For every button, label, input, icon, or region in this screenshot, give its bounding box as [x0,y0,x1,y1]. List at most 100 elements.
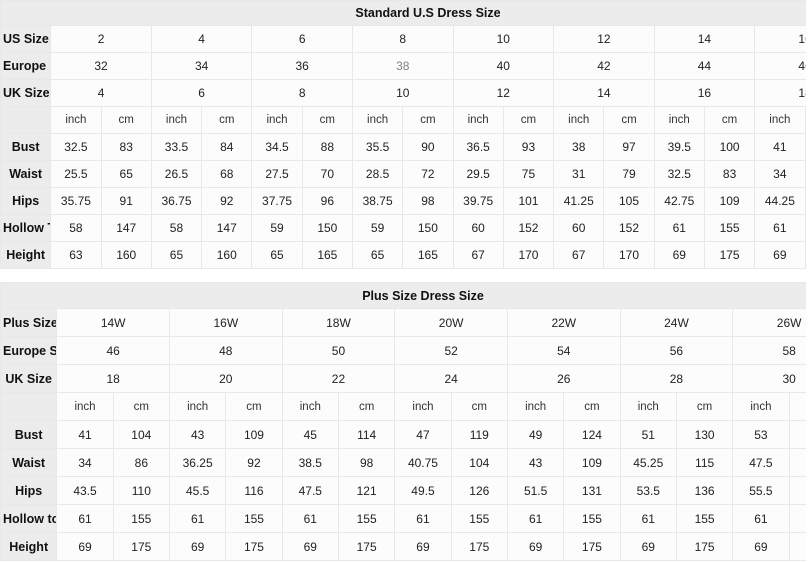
plus-row-label: Waist [1,449,57,476]
standard-measure-cm: 155 [704,215,755,241]
standard-table-body: Standard U.S Dress Size US Size 2 4 6 8 10 12 14… [1,1,811,268]
standard-measure-inch: 69 [755,242,805,268]
plus-measure-cm: 109 [564,449,620,476]
standard-measure-inch: 59 [352,215,403,241]
standard-unit-inch: inch [352,107,403,133]
standard-title: Standard U.S Dress Size [1,1,811,25]
plus-size-value: 28 [620,365,733,392]
plus-measure-cm: 119 [451,421,507,448]
plus-row-label: Plus Size(US) [1,309,57,336]
standard-measure-row: Height 63 160 65 160 65 165 65 165 67 170 67 170 69 17… [1,242,811,268]
standard-size-value: 38 [352,53,453,79]
standard-title-row: Standard U.S Dress Size [1,1,811,25]
standard-measure-inch: 36.75 [151,188,202,214]
standard-us-dress-size-table: Standard U.S Dress Size US Size 2 4 6 8 10 12 14… [0,0,811,269]
standard-unit-cm: cm [704,107,755,133]
plus-measure-cm: 115 [676,449,733,476]
standard-measure-inch: 65 [151,242,202,268]
plus-measure-inch: 41 [57,421,113,448]
plus-measure-cm: 98 [338,449,395,476]
plus-measure-cm: 131 [564,477,620,504]
plus-measure-inch: 61 [733,505,789,532]
standard-size-value: 8 [352,26,453,52]
plus-size-value: 56 [620,337,733,364]
standard-row-label: Height [1,242,51,268]
plus-title: Plus Size Dress Size [1,283,811,308]
plus-measure-cm: 155 [338,505,395,532]
plus-size-value: 24W [620,309,733,336]
right-edge-clip-mask [806,0,811,562]
standard-measure-cm: 152 [503,215,554,241]
plus-measure-inch: 47.5 [733,449,789,476]
standard-measure-cm: 147 [202,215,252,241]
plus-row-label: Bust [1,421,57,448]
plus-measure-inch: 69 [507,533,564,560]
plus-measure-inch: 45 [282,421,338,448]
standard-row-label: US Size [1,26,51,52]
standard-measure-row: Hollow To Hem581475814759150591506015260… [1,215,811,241]
standard-unit-inch: inch [453,107,503,133]
plus-measure-cm: 175 [451,533,507,560]
standard-measure-cm: 90 [403,134,453,160]
standard-size-value: 4 [51,80,151,106]
plus-size-value: 22 [282,365,395,392]
table-separator-gap [0,272,811,282]
standard-measure-inch: 27.5 [252,161,302,187]
plus-measure-inch: 38.5 [282,449,338,476]
plus-unit-cm: cm [564,393,620,420]
standard-measure-inch: 35.75 [51,188,101,214]
plus-measure-row: Hollow to Hem611556115561155611556115561… [1,505,811,532]
standard-size-value: 34 [151,53,252,79]
standard-measure-inch: 63 [51,242,101,268]
standard-row-label: Waist [1,161,51,187]
plus-size-value: 16W [169,309,282,336]
standard-measure-cm: 70 [302,161,352,187]
plus-measure-inch: 43.5 [57,477,113,504]
standard-measure-cm: 68 [202,161,252,187]
standard-measure-inch: 32.5 [654,161,704,187]
standard-measure-inch: 38.75 [352,188,403,214]
standard-size-value: 32 [51,53,151,79]
plus-row-label: Hips [1,477,57,504]
plus-measure-row: Waist 34 86 36.25 92 38.5 98 40.75 104 43 109 45.25… [1,449,811,476]
standard-measure-inch: 34.5 [252,134,302,160]
plus-unit-inch: inch [169,393,226,420]
plus-measure-inch: 61 [169,505,226,532]
plus-unit-cm: cm [226,393,282,420]
standard-size-row: UK Size 4 6 8 10 12 14 16 18 [1,80,811,106]
standard-measure-inch: 35.5 [352,134,403,160]
plus-measure-cm: 124 [564,421,620,448]
standard-measure-inch: 42.75 [654,188,704,214]
standard-measure-inch: 65 [252,242,302,268]
plus-measure-inch: 51.5 [507,477,564,504]
plus-unit-row: inch cm inch cm inch cm inch cm inch cm inch cm inch… [1,393,811,420]
plus-measure-inch: 43 [169,421,226,448]
plus-measure-inch: 34 [57,449,113,476]
plus-measure-cm: 104 [451,449,507,476]
plus-measure-cm: 155 [451,505,507,532]
standard-unit-cm: cm [503,107,554,133]
plus-unit-cm: cm [676,393,733,420]
standard-measure-inch: 39.5 [654,134,704,160]
plus-unit-cm: cm [338,393,395,420]
plus-row-label: Europe Size [1,337,57,364]
standard-measure-cm: 105 [604,188,654,214]
plus-measure-inch: 40.75 [395,449,451,476]
standard-measure-inch: 58 [151,215,202,241]
standard-measure-cm: 175 [704,242,755,268]
standard-measure-inch: 31 [554,161,604,187]
standard-measure-inch: 44.25 [755,188,805,214]
standard-measure-inch: 37.75 [252,188,302,214]
plus-measure-inch: 51 [620,421,676,448]
standard-measure-cm: 65 [101,161,151,187]
standard-size-value: 40 [453,53,554,79]
plus-measure-inch: 69 [395,533,451,560]
standard-measure-cm: 165 [302,242,352,268]
standard-size-value: 46 [755,53,811,79]
standard-measure-inch: 28.5 [352,161,403,187]
standard-measure-cm: 147 [101,215,151,241]
standard-unit-cm: cm [101,107,151,133]
